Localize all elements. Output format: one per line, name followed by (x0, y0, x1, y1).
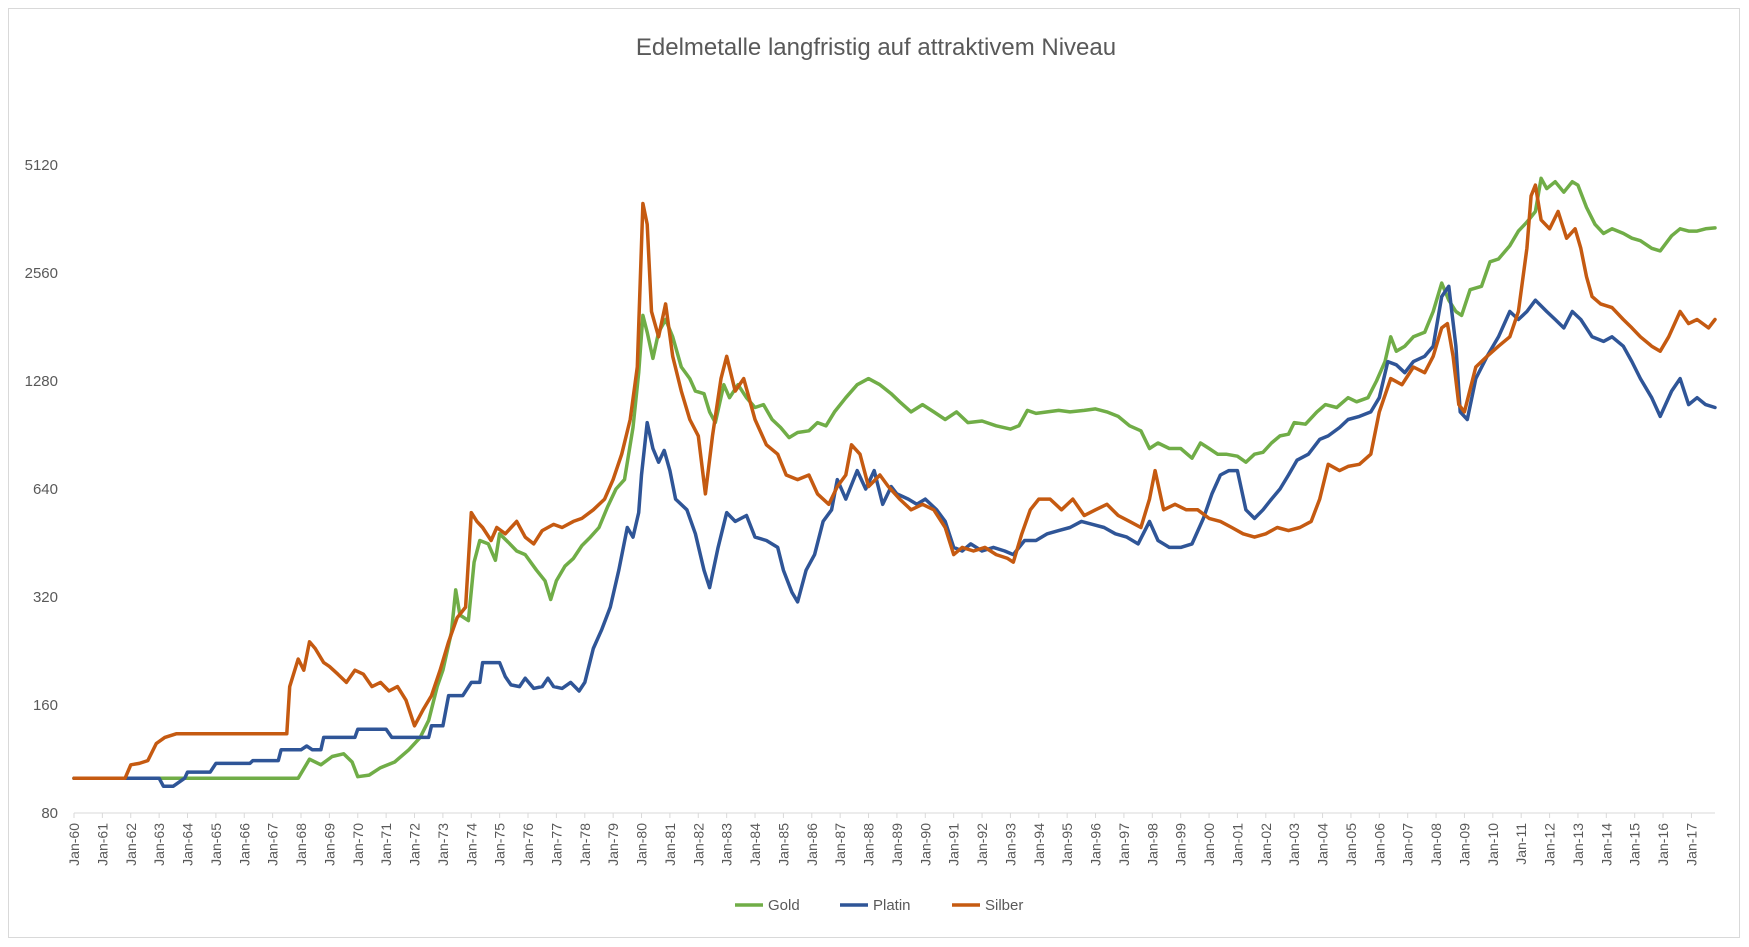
x-tick-label: Jan-60 (66, 823, 82, 866)
legend-label-silber: Silber (985, 897, 1023, 914)
x-tick-label: Jan-71 (378, 823, 394, 866)
legend-label-gold: Gold (768, 897, 800, 914)
x-tick-label: Jan-86 (804, 823, 820, 866)
x-tick-label: Jan-83 (719, 823, 735, 866)
x-tick-label: Jan-17 (1683, 823, 1699, 866)
x-tick-label: Jan-81 (662, 823, 678, 866)
x-tick-label: Jan-12 (1542, 823, 1558, 866)
x-tick-label: Jan-84 (747, 823, 763, 866)
x-tick-label: Jan-09 (1456, 823, 1472, 866)
x-tick-label: Jan-63 (151, 823, 167, 866)
x-tick-label: Jan-69 (321, 823, 337, 866)
x-tick-label: Jan-67 (265, 823, 281, 866)
x-tick-label: Jan-82 (690, 823, 706, 866)
x-tick-label: Jan-96 (1088, 823, 1104, 866)
y-tick-label: 5120 (25, 157, 58, 174)
y-tick-label: 2560 (25, 265, 58, 282)
x-tick-label: Jan-89 (889, 823, 905, 866)
y-tick-label: 640 (33, 481, 58, 498)
x-tick-label: Jan-03 (1286, 823, 1302, 866)
x-tick-label: Jan-16 (1655, 823, 1671, 866)
y-tick-label: 80 (41, 805, 58, 822)
x-tick-label: Jan-73 (435, 823, 451, 866)
x-tick-label: Jan-74 (463, 823, 479, 866)
x-tick-label: Jan-06 (1371, 823, 1387, 866)
legend: Gold Platin Silber (735, 897, 1023, 914)
x-tick-label: Jan-93 (1002, 823, 1018, 866)
x-tick-label: Jan-68 (293, 823, 309, 866)
x-tick-label: Jan-01 (1229, 823, 1245, 866)
series-line-silber (72, 183, 1717, 780)
x-tick-label: Jan-04 (1315, 823, 1331, 866)
x-tick-label: Jan-13 (1570, 823, 1586, 866)
x-tick-label: Jan-94 (1031, 823, 1047, 866)
x-tick-label: Jan-97 (1116, 823, 1132, 866)
x-tick-label: Jan-78 (577, 823, 593, 866)
y-tick-label: 320 (33, 589, 58, 606)
series-line-platin (72, 284, 1717, 788)
x-tick-label: Jan-66 (236, 823, 252, 866)
x-tick-label: Jan-10 (1485, 823, 1501, 866)
x-tick-label: Jan-90 (917, 823, 933, 866)
x-tick-label: Jan-91 (946, 823, 962, 866)
chart-title: Edelmetalle langfristig auf attraktivem … (636, 34, 1116, 61)
legend-label-platin: Platin (873, 897, 911, 914)
series-layer (72, 176, 1717, 788)
x-axis: Jan-60 Jan-61 Jan-62 Jan-63 Jan-64 Jan-65 Jan-… (66, 812, 1715, 866)
x-tick-label: Jan-88 (861, 823, 877, 866)
x-tick-label: Jan-08 (1428, 823, 1444, 866)
x-tick-label: Jan-72 (407, 823, 423, 866)
series-line-gold (72, 176, 1717, 780)
x-tick-label: Jan-80 (634, 823, 650, 866)
x-tick-label: Jan-05 (1343, 823, 1359, 866)
x-tick-label: Jan-11 (1513, 823, 1529, 865)
x-tick-label: Jan-07 (1400, 823, 1416, 866)
x-tick-label: Jan-62 (123, 823, 139, 866)
x-tick-label: Jan-61 (94, 823, 110, 866)
x-tick-label: Jan-95 (1059, 823, 1075, 866)
x-tick-label: Jan-15 (1627, 823, 1643, 866)
y-axis: 80 160 320 640 1280 2560 5120 (25, 157, 58, 822)
x-tick-label: Jan-70 (350, 823, 366, 866)
x-tick-label: Jan-00 (1201, 823, 1217, 866)
y-tick-label: 160 (33, 697, 58, 714)
x-tick-label: Jan-76 (520, 823, 536, 866)
x-tick-label: Jan-75 (492, 823, 508, 866)
x-tick-label: Jan-02 (1258, 823, 1274, 866)
x-tick-label: Jan-87 (832, 823, 848, 866)
x-tick-label: Jan-14 (1598, 823, 1614, 866)
x-tick-label: Jan-98 (1144, 823, 1160, 866)
x-tick-label: Jan-64 (180, 823, 196, 866)
x-tick-label: Jan-99 (1173, 823, 1189, 866)
x-tick-label: Jan-65 (208, 823, 224, 866)
x-tick-label: Jan-79 (605, 823, 621, 866)
x-tick-label: Jan-92 (974, 823, 990, 866)
y-tick-label: 1280 (25, 373, 58, 390)
x-tick-label: Jan-85 (775, 823, 791, 866)
x-tick-label: Jan-77 (548, 823, 564, 866)
